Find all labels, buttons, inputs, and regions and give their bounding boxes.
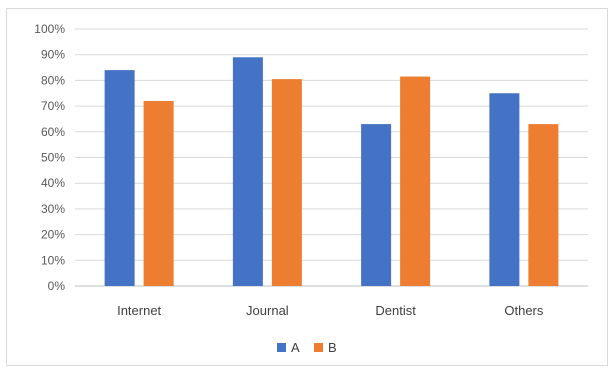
y-tick-label: 90% [41, 48, 65, 62]
bar-a-dentist [361, 124, 392, 286]
bar-a-others [489, 93, 520, 286]
y-tick-label: 0% [48, 279, 66, 293]
bar-a-journal [232, 57, 263, 286]
y-tick-label: 10% [41, 253, 65, 267]
bar-a-internet [104, 70, 135, 287]
x-axis-categories: Internet Journal Dentist Others [117, 303, 544, 318]
bar-b-others [528, 124, 559, 286]
legend-swatch [277, 343, 286, 352]
bar-b-journal [271, 79, 302, 287]
x-category-label: Internet [117, 303, 161, 318]
y-tick-label: 40% [41, 176, 65, 190]
y-tick-label: 20% [41, 228, 65, 242]
x-category-label: Journal [246, 303, 289, 318]
bar-b-dentist [400, 76, 431, 286]
legend-label: A [291, 340, 300, 355]
bar-b-internet [143, 100, 174, 287]
y-axis-ticks: 0% 10% 20% 30% 40% 50% 60% 70% 80% 90% 100% [34, 22, 65, 293]
y-tick-label: 100% [34, 22, 65, 36]
bars [104, 57, 559, 287]
x-category-label: Others [504, 303, 544, 318]
legend-swatch [314, 343, 323, 352]
y-tick-label: 30% [41, 202, 65, 216]
y-tick-label: 60% [41, 125, 65, 139]
x-category-label: Dentist [375, 303, 416, 318]
y-tick-label: 50% [41, 151, 65, 165]
legend-label: B [328, 340, 337, 355]
y-tick-label: 70% [41, 99, 65, 113]
legend-item-b: B [314, 340, 337, 355]
legend-item-a: A [277, 340, 300, 355]
y-tick-label: 80% [41, 73, 65, 87]
